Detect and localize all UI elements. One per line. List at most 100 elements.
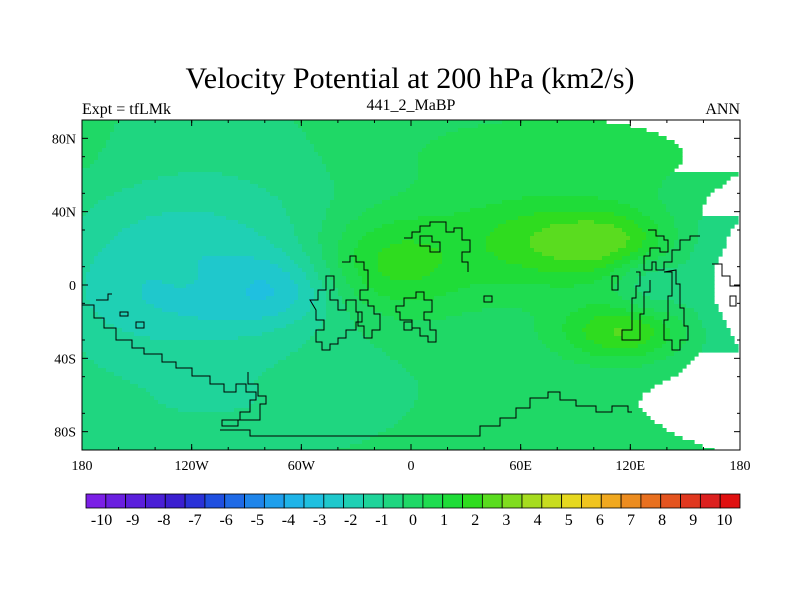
field-cell bbox=[414, 180, 663, 185]
field-cell bbox=[90, 164, 327, 169]
field-cell bbox=[94, 260, 199, 265]
colorbar-swatch bbox=[501, 493, 523, 509]
field-cell bbox=[622, 328, 655, 333]
field-cell bbox=[226, 216, 291, 221]
field-cell bbox=[198, 272, 291, 277]
colorbar-swatch bbox=[620, 493, 642, 509]
field-cell bbox=[290, 216, 327, 221]
field-cell bbox=[338, 256, 355, 261]
field-cell bbox=[698, 220, 739, 225]
field-cell bbox=[82, 240, 111, 245]
field-cell bbox=[314, 300, 327, 305]
field-cell bbox=[658, 256, 691, 261]
field-cell bbox=[298, 296, 315, 301]
field-cell bbox=[82, 396, 155, 401]
field-cell bbox=[614, 212, 643, 217]
field-cell bbox=[374, 288, 459, 293]
field-cell bbox=[334, 196, 391, 201]
field-cell bbox=[82, 136, 111, 141]
colorbar-swatch bbox=[699, 493, 721, 509]
field-cell bbox=[350, 316, 395, 321]
field-cell bbox=[254, 400, 415, 405]
colorbar-swatch bbox=[382, 493, 404, 509]
field-cell bbox=[390, 276, 423, 281]
field-cell bbox=[706, 332, 731, 337]
field-cell bbox=[538, 332, 567, 337]
x-tick-label: 180 bbox=[72, 459, 93, 474]
field-cell bbox=[374, 204, 487, 209]
colorbar-label: -5 bbox=[251, 512, 264, 529]
field-cell bbox=[402, 364, 591, 369]
field-cell bbox=[214, 212, 287, 217]
field-cell bbox=[446, 132, 659, 137]
field-cell bbox=[678, 264, 715, 269]
field-cell bbox=[314, 292, 327, 297]
colorbar-swatch bbox=[303, 493, 325, 509]
field-cell bbox=[314, 268, 331, 273]
field-cell bbox=[282, 204, 331, 209]
field-cell bbox=[274, 292, 299, 297]
field-cell bbox=[434, 296, 623, 301]
field-cell bbox=[666, 176, 731, 181]
field-cell bbox=[430, 140, 675, 145]
field-cell bbox=[310, 280, 323, 285]
field-cell bbox=[398, 360, 575, 365]
field-cell bbox=[374, 228, 495, 233]
field-cell bbox=[178, 172, 223, 177]
field-cell bbox=[82, 400, 159, 405]
field-cell bbox=[82, 304, 91, 309]
field-cell bbox=[354, 252, 379, 257]
field-cell bbox=[506, 220, 579, 225]
field-cell bbox=[82, 252, 99, 257]
field-cell bbox=[346, 308, 375, 313]
field-cell bbox=[162, 280, 195, 285]
field-cell bbox=[82, 308, 95, 313]
field-cell bbox=[454, 212, 535, 217]
field-cell bbox=[666, 252, 691, 257]
colorbar-label: 4 bbox=[534, 512, 542, 529]
field-cell bbox=[314, 144, 427, 149]
field-cell bbox=[594, 220, 635, 225]
field-cell bbox=[142, 292, 247, 297]
field-cell bbox=[322, 280, 335, 285]
field-cell bbox=[586, 324, 651, 329]
field-cell bbox=[298, 288, 315, 293]
colorbar-label: 3 bbox=[502, 512, 510, 529]
case-label: 441_2_MaBP bbox=[367, 97, 456, 114]
field-cell bbox=[458, 288, 615, 293]
x-tick-label: 180 bbox=[730, 459, 751, 474]
field-cell bbox=[94, 160, 323, 165]
field-cell bbox=[94, 360, 279, 365]
field-cell bbox=[82, 348, 299, 353]
field-cell bbox=[418, 388, 651, 393]
field-cell bbox=[418, 160, 683, 165]
field-cell bbox=[330, 272, 343, 277]
field-cell bbox=[338, 264, 355, 269]
colorbar-swatch bbox=[244, 493, 265, 509]
colorbar-swatch bbox=[105, 493, 127, 509]
field-cell bbox=[314, 148, 423, 153]
field-cell bbox=[250, 284, 271, 289]
field-cell bbox=[334, 192, 399, 197]
field-cell bbox=[638, 248, 651, 253]
field-cell bbox=[162, 308, 287, 313]
field-cell bbox=[306, 136, 439, 141]
field-cell bbox=[270, 284, 299, 289]
field-cell bbox=[646, 272, 715, 277]
colorbar-swatch bbox=[85, 493, 107, 509]
field-cell bbox=[658, 268, 715, 273]
field-cell bbox=[350, 444, 703, 449]
field-cell bbox=[630, 260, 647, 265]
field-cell bbox=[318, 152, 419, 157]
field-cell bbox=[322, 248, 339, 253]
field-cell bbox=[422, 148, 683, 153]
field-cell bbox=[686, 304, 719, 309]
field-cell bbox=[294, 228, 323, 233]
field-cell bbox=[650, 336, 671, 341]
field-cell bbox=[82, 312, 99, 317]
field-cell bbox=[334, 184, 411, 189]
field-cell bbox=[674, 244, 695, 249]
field-cell bbox=[638, 208, 667, 213]
field-cell bbox=[338, 288, 355, 293]
